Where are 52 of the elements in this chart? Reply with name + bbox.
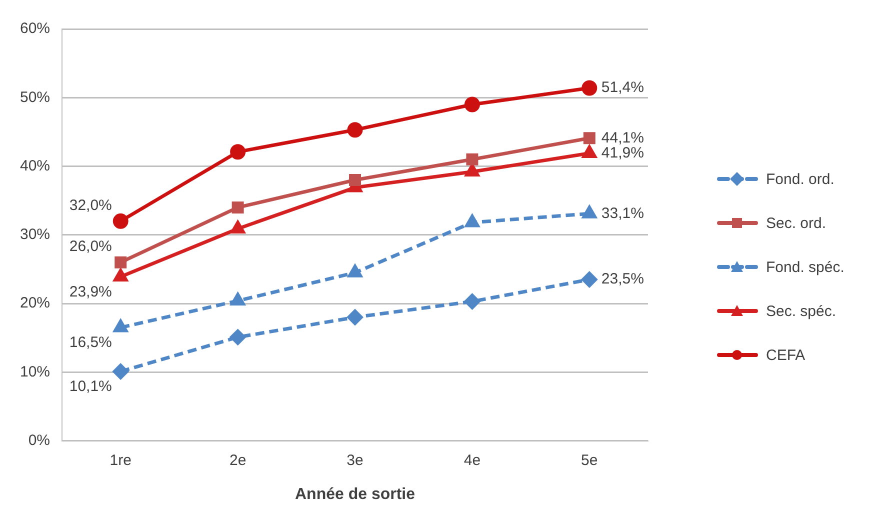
point xyxy=(582,272,598,288)
point xyxy=(112,364,128,380)
y-tick-label: 20% xyxy=(20,294,50,312)
x-tick-label: 2e xyxy=(229,452,246,469)
data-label: 16,5% xyxy=(69,334,112,352)
data-label: 10,1% xyxy=(69,378,112,396)
x-tick-label: 3e xyxy=(346,452,364,469)
legend-label: Sec. ord. xyxy=(766,214,826,232)
point xyxy=(230,220,245,234)
point xyxy=(230,293,245,306)
point xyxy=(466,153,478,166)
data-label: 23,9% xyxy=(69,283,112,300)
x-tick-label: 1re xyxy=(110,452,132,469)
point xyxy=(348,264,362,278)
point xyxy=(112,213,128,229)
y-tick-label: 10% xyxy=(20,363,50,380)
point xyxy=(582,145,596,158)
y-tick-label: 30% xyxy=(20,226,50,244)
point xyxy=(230,329,246,345)
legend-label: Sec. spéc. xyxy=(766,302,836,320)
y-tick-label: 50% xyxy=(20,88,50,106)
data-label: 26,0% xyxy=(69,238,112,255)
data-label: 33,1% xyxy=(601,204,644,222)
point xyxy=(230,144,246,160)
y-tick-label: 40% xyxy=(20,157,50,174)
data-label: 32,0% xyxy=(69,196,112,214)
point xyxy=(582,80,598,96)
x-tick-label: 4e xyxy=(464,452,481,469)
y-tick-label: 0% xyxy=(28,432,50,449)
data-label: 51,4% xyxy=(601,79,644,96)
data-label: 23,5% xyxy=(601,270,644,288)
data-label: 44,1% xyxy=(601,129,644,146)
legend-label: Fond. ord. xyxy=(766,170,834,188)
x-axis-title: Année de sortie xyxy=(294,486,416,503)
point xyxy=(347,310,363,326)
point xyxy=(464,96,480,112)
point xyxy=(114,256,127,268)
data-label: 41,9% xyxy=(601,144,644,162)
point xyxy=(582,206,596,218)
legend-label: Fond. spéc. xyxy=(766,258,844,276)
point xyxy=(349,174,362,186)
x-tick-label: 5e xyxy=(581,452,598,469)
y-tick-label: 60% xyxy=(20,20,50,38)
point xyxy=(464,294,480,310)
point xyxy=(465,164,480,177)
point xyxy=(114,320,128,332)
point xyxy=(347,122,363,138)
legend-label: CEFA xyxy=(766,346,806,364)
point xyxy=(232,201,244,214)
point xyxy=(583,132,596,144)
point xyxy=(114,269,128,282)
point xyxy=(465,214,480,228)
